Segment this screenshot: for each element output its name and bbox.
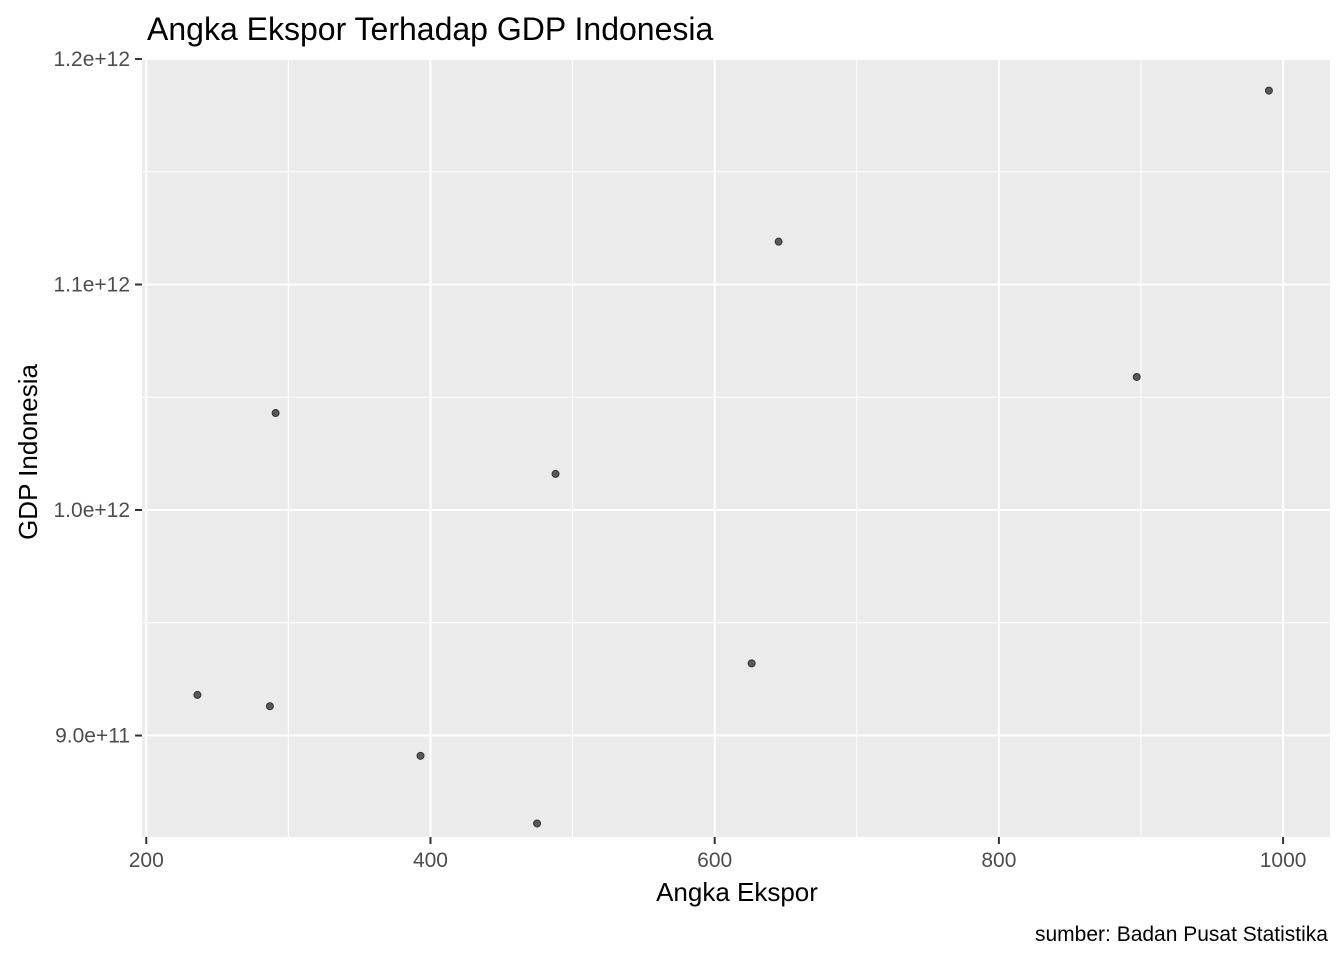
x-axis-title: Angka Ekspor xyxy=(656,877,818,907)
data-point-4 xyxy=(533,819,542,828)
data-point-6 xyxy=(747,659,756,668)
grid-lines xyxy=(142,58,1330,837)
y-tick-label-0: 9.0e+11 xyxy=(55,725,130,748)
axis-ticks: 200 400 600 800 1000 9.0e+11 1.0e+12 1.1e+12 1.2… xyxy=(54,48,1307,872)
data-point-0 xyxy=(193,690,202,699)
data-point-5 xyxy=(551,469,560,478)
data-point-2 xyxy=(271,409,280,418)
x-tick-label-4: 1000 xyxy=(1260,849,1307,872)
plot-panel xyxy=(142,59,1330,837)
chart-title: Angka Ekspor Terhadap GDP Indonesia xyxy=(147,11,714,47)
data-point-9 xyxy=(1264,86,1273,95)
y-tick-label-3: 1.2e+12 xyxy=(54,48,131,71)
x-tick-label-2: 600 xyxy=(697,849,732,872)
chart-caption: sumber: Badan Pusat Statistika xyxy=(1035,923,1328,946)
y-tick-label-2: 1.1e+12 xyxy=(54,274,131,297)
data-point-8 xyxy=(1132,372,1141,381)
x-tick-label-3: 800 xyxy=(981,849,1016,872)
data-point-1 xyxy=(265,702,274,711)
x-tick-label-1: 400 xyxy=(413,849,448,872)
y-tick-label-1: 1.0e+12 xyxy=(54,499,131,522)
data-points xyxy=(193,86,1273,828)
x-tick-label-0: 200 xyxy=(129,849,164,872)
data-point-7 xyxy=(774,237,783,246)
data-point-3 xyxy=(416,751,425,760)
y-axis-title: GDP Indonesia xyxy=(13,364,43,540)
